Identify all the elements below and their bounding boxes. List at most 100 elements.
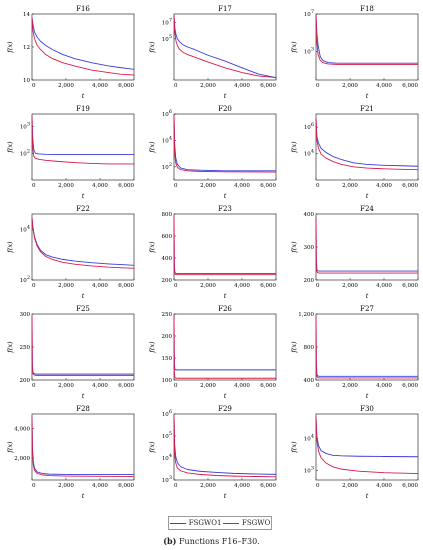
caption-label: (b)	[163, 536, 177, 546]
y-axis-label-f20: f(x)	[148, 141, 156, 154]
y-axis-label-f25: f(x)	[6, 341, 14, 354]
x-axis-label-f20: t	[224, 192, 227, 200]
chart-title-f21: F21	[360, 105, 374, 113]
x-tick-label-f25: 6,000	[118, 383, 134, 389]
x-tick-label-f22: 6,000	[118, 283, 134, 289]
x-tick-label-f26: 0	[174, 383, 178, 389]
y-axis-label-f27: f(x)	[290, 341, 298, 354]
x-tick-label-f16: 0	[32, 83, 36, 89]
x-tick-label-f27: 0	[316, 383, 320, 389]
y-tick-label-f22: 102	[20, 275, 30, 284]
chart-f29: F29 0 2,000 4,000 6,000 103 104 105 106 t f(x)	[148, 405, 276, 500]
legend-item-fsgwo: FSGWO	[223, 519, 270, 527]
y-tick-label-f25: 200	[20, 378, 31, 384]
x-tick-label-f18: 4,000	[376, 83, 392, 89]
y-tick-label-f23: 800	[162, 212, 173, 218]
chart-f22: F22 0 2,000 4,000 6,000 102 104 t f(x)	[6, 205, 134, 300]
y-tick-label-f27: 400	[304, 378, 315, 384]
legend-swatch-fsgwo1	[169, 522, 186, 524]
plot-frame-f25	[31, 313, 135, 381]
plot-frame-f29	[173, 413, 277, 481]
subplot-grid: F16 0 2,000 4,000 6,000 10 12 14 t f(x) F17 0 2,000 4…	[6, 5, 418, 500]
x-tick-label-f29: 4,000	[234, 483, 250, 489]
series-line-fsgwo-f21	[315, 117, 419, 171]
series-line-fsgwo-f22	[31, 217, 135, 269]
chart-f30: F30 0 2,000 4,000 6,000 103 104 t f(x)	[290, 405, 418, 500]
x-tick-label-f17: 2,000	[200, 83, 216, 89]
x-tick-label-f26: 4,000	[234, 383, 250, 389]
y-tick-label-f20: 102	[162, 162, 172, 171]
x-tick-label-f20: 0	[174, 183, 178, 189]
chart-title-f26: F26	[218, 305, 232, 313]
series-line-fsgwo-f20	[173, 114, 277, 173]
series-line-fsgwo-f30	[315, 416, 419, 474]
y-axis-label-f16: f(x)	[6, 41, 14, 54]
plot-frame-f28	[31, 413, 135, 481]
chart-f24: F24 0 2,000 4,000 6,000 200 300 400 t f(x)	[290, 205, 418, 300]
y-tick-label-f25: 250	[20, 345, 31, 351]
y-tick-label-f30: 103	[304, 465, 314, 474]
y-axis-label-f17: f(x)	[148, 41, 156, 54]
chart-title-f25: F25	[76, 305, 90, 313]
y-tick-label-f25: 300	[20, 312, 31, 318]
chart-title-f16: F16	[76, 5, 90, 13]
y-tick-label-f24: 200	[304, 278, 315, 284]
plot-frame-f27	[315, 313, 419, 381]
plot-frame-f16	[31, 13, 135, 81]
x-tick-label-f21: 2,000	[342, 183, 358, 189]
x-axis-label-f21: t	[366, 192, 369, 200]
x-tick-label-f24: 4,000	[376, 283, 392, 289]
y-tick-label-f28: 4,000	[14, 427, 30, 433]
chart-title-f20: F20	[218, 105, 232, 113]
series-line-fsgwo1-f18	[315, 14, 418, 64]
x-axis-label-f25: t	[82, 392, 85, 400]
y-axis-label-f22: f(x)	[6, 241, 14, 254]
chart-title-f24: F24	[360, 205, 374, 213]
x-tick-label-f18: 0	[316, 83, 320, 89]
x-axis-label-f17: t	[224, 92, 227, 100]
y-tick-label-f26: 250	[162, 312, 173, 318]
chart-f16: F16 0 2,000 4,000 6,000 10 12 14 t f(x)	[6, 5, 134, 100]
y-tick-label-f19: 103	[20, 122, 30, 131]
y-axis-label-f30: f(x)	[290, 441, 298, 454]
x-tick-label-f17: 0	[174, 83, 178, 89]
x-tick-label-f23: 4,000	[234, 283, 250, 289]
chart-title-f30: F30	[360, 405, 374, 413]
figure-caption: (b) Functions F16–F30.	[0, 536, 423, 546]
x-tick-label-f28: 6,000	[118, 483, 134, 489]
x-axis-label-f16: t	[82, 92, 85, 100]
series-line-fsgwo1-f25	[31, 315, 134, 375]
chart-f21: F21 0 2,000 4,000 6,000 104 106 t f(x)	[290, 105, 418, 200]
chart-f27: F27 0 2,000 4,000 6,000 400 800 1,200 t f(x)	[290, 305, 418, 400]
series-line-fsgwo-f24	[315, 217, 418, 274]
y-tick-label-f17: 107	[162, 17, 172, 26]
x-axis-label-f24: t	[366, 292, 369, 300]
y-tick-label-f21: 106	[304, 122, 314, 131]
chart-title-f22: F22	[76, 205, 90, 213]
legend: FSGWO1 FSGWO	[168, 516, 272, 530]
x-tick-label-f17: 4,000	[234, 83, 250, 89]
x-tick-label-f28: 0	[32, 483, 36, 489]
x-tick-label-f23: 6,000	[260, 283, 276, 289]
series-line-fsgwo1-f26	[173, 314, 276, 371]
y-tick-label-f29: 103	[162, 475, 172, 484]
plot-frame-f21	[315, 113, 419, 181]
series-line-fsgwo1-f27	[315, 315, 418, 377]
series-line-fsgwo1-f17	[173, 14, 277, 78]
x-tick-label-f21: 4,000	[376, 183, 392, 189]
x-tick-label-f17: 6,000	[260, 83, 276, 89]
series-line-fsgwo1-f21	[315, 117, 419, 167]
x-tick-label-f27: 2,000	[342, 383, 358, 389]
x-tick-label-f28: 4,000	[92, 483, 108, 489]
chart-f28: F28 0 2,000 4,000 6,000 2,000 4,000 t f(x)	[6, 405, 134, 500]
legend-label-fsgwo1: FSGWO1	[188, 519, 222, 527]
series-line-fsgwo-f27	[315, 315, 418, 379]
x-axis-label-f27: t	[366, 392, 369, 400]
y-axis-label-f24: f(x)	[290, 241, 298, 254]
plot-frame-f30	[315, 413, 419, 481]
series-line-fsgwo-f29	[173, 415, 277, 478]
x-tick-label-f19: 6,000	[118, 183, 134, 189]
x-axis-label-f19: t	[82, 192, 85, 200]
y-axis-label-f28: f(x)	[6, 441, 14, 454]
x-tick-label-f28: 2,000	[58, 483, 74, 489]
